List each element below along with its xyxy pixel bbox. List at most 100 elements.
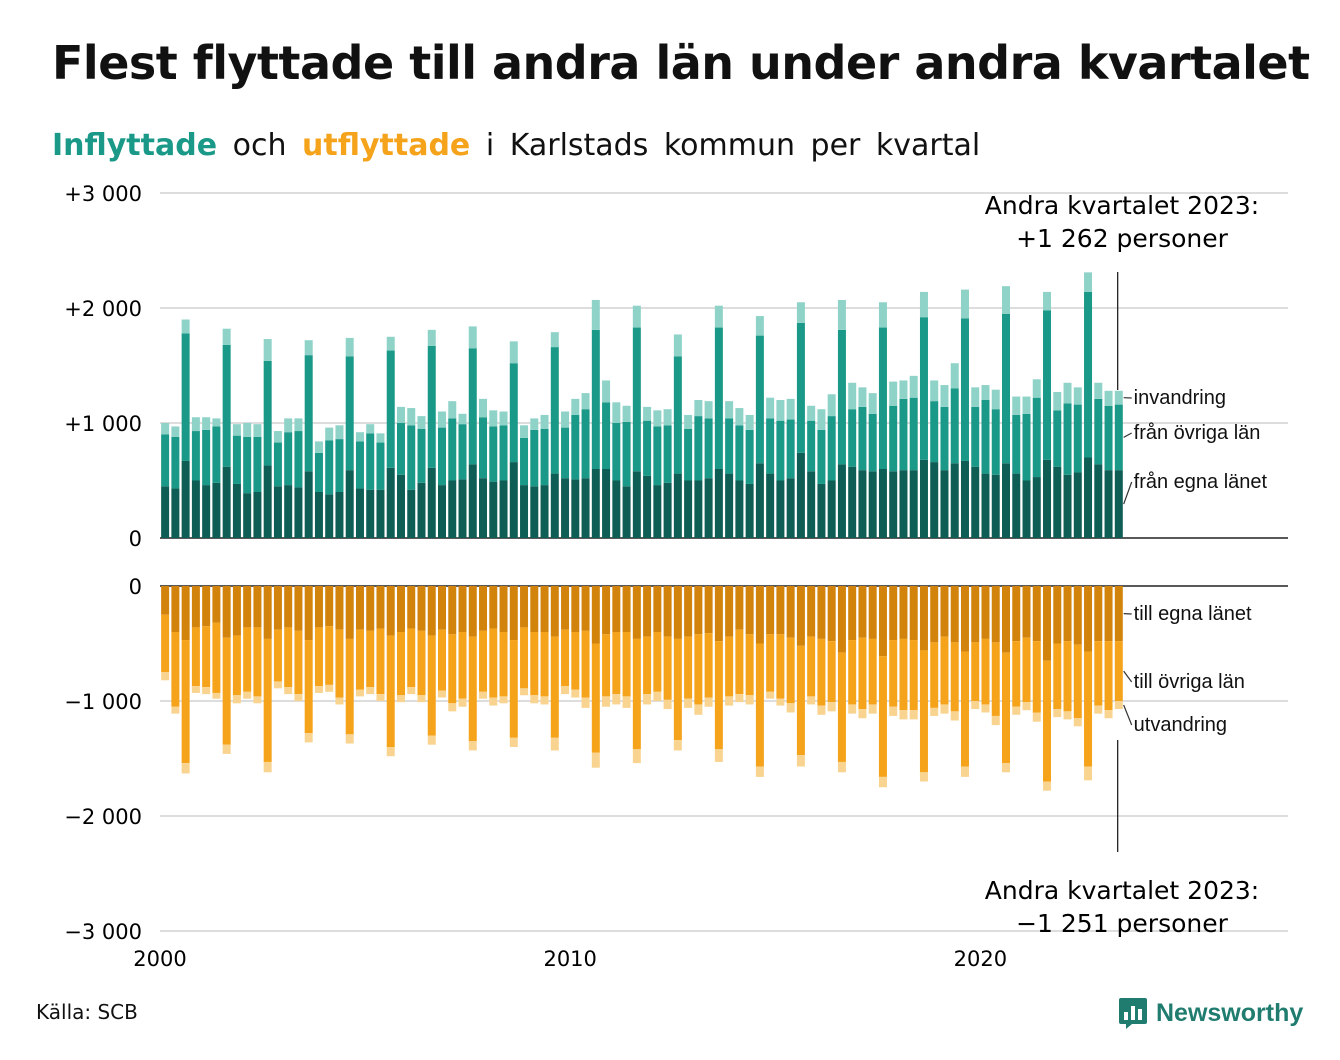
bar-in-segment [1114,470,1123,538]
bar-out-segment [960,586,969,652]
bar-out-segment [468,586,477,637]
bar-out-segment [427,586,436,636]
bar-in-segment [612,402,621,423]
bar-out-segment [161,614,170,673]
bar-in-segment [520,437,529,486]
bar-in-segment [714,469,723,538]
bar-in-segment [335,439,344,492]
bar-in-segment [755,463,764,538]
bar-in-segment [1073,472,1082,538]
bar-in-segment [1104,390,1113,406]
bar-in-segment [960,289,969,319]
bar-out-segment [1114,701,1123,710]
bar-out-segment [1043,660,1052,782]
bar-out-segment [202,626,211,688]
bar-out-segment [396,586,405,632]
bar-out-segment [366,630,375,688]
bar-in-segment [1012,396,1021,415]
bar-out-segment [1063,641,1072,712]
bar-out-segment [171,632,180,707]
bar-in-segment [930,380,939,402]
bar-in-segment [273,486,282,538]
bar-out-segment [325,586,334,627]
bar-in-segment [817,409,826,430]
bar-in-segment [714,305,723,328]
bar-in-segment [725,401,734,419]
bar-in-segment [396,406,405,423]
bar-out-segment [520,586,529,628]
bar-out-segment [827,586,836,642]
bar-in-segment [1022,396,1031,414]
bar-in-segment [284,432,293,486]
bar-in-segment [1094,464,1103,538]
bar-in-segment [1053,466,1062,538]
bar-in-segment [1043,459,1052,538]
annotation-in-text: +1 262 personer [1016,224,1229,253]
bar-out-segment [940,636,949,705]
bar-in-segment [335,425,344,440]
bar-out-segment [971,586,980,643]
bar-out-segment [766,691,775,699]
bar-out-segment [571,632,580,690]
bar-out-segment [776,586,785,635]
bar-in-segment [653,485,662,538]
bar-out-segment [827,702,836,712]
bar-out-segment [314,627,323,687]
bar-in-segment [212,482,221,538]
y-tick-label-in: 0 [129,527,142,551]
bar-in-segment [817,483,826,538]
bar-in-segment [1002,463,1010,538]
bar-out-segment [899,586,908,639]
bar-out-segment [571,689,580,698]
bar-out-segment [930,707,939,716]
bar-in-segment [427,329,436,346]
bar-out-segment [930,586,939,643]
bar-out-segment [468,636,477,742]
bar-out-segment [1104,710,1113,719]
bar-out-segment [837,652,846,762]
bar-out-segment [191,586,200,628]
bar-in-segment [878,469,887,538]
bar-out-segment [581,697,590,708]
bar-in-segment [663,482,672,538]
bar-out-segment [294,586,303,631]
bar-in-segment [848,409,857,467]
bar-in-segment [222,344,231,467]
bar-in-segment [232,424,241,436]
bar-out-segment [796,755,805,767]
bar-in-segment [345,356,354,471]
bar-in-segment [458,413,467,425]
bar-in-segment [294,418,303,432]
y-tick-label-out: 0 [129,575,142,599]
bar-in-segment [273,431,282,443]
bar-in-segment [499,411,508,426]
bar-out-segment [509,586,518,641]
bar-in-segment [263,360,272,466]
bar-in-segment [243,436,252,494]
bar-out-segment [1053,586,1062,644]
bar-in-segment [940,385,949,407]
newsworthy-logo[interactable]: Newsworthy [1118,996,1303,1030]
bar-out-segment [509,640,518,738]
bar-out-segment [735,586,744,630]
bar-out-segment [745,634,754,696]
bar-in-segment [807,405,816,421]
bar-out-segment [766,586,775,635]
bar-in-segment [632,305,641,328]
bar-out-segment [684,698,693,708]
bar-out-segment [591,752,600,768]
bar-in-segment [591,469,600,538]
bar-out-segment [458,698,467,707]
bar-out-segment [868,638,877,705]
bar-out-segment [684,586,693,637]
bar-in-segment [181,460,190,538]
bar-out-segment [889,586,898,641]
bar-out-segment [940,704,949,714]
bar-out-segment [304,733,313,743]
bar-out-segment [232,695,241,704]
bar-in-segment [253,436,262,492]
bar-out-segment [725,586,734,637]
bar-in-segment [509,341,518,364]
bar-out-segment [448,586,457,635]
bar-in-segment [181,319,190,334]
